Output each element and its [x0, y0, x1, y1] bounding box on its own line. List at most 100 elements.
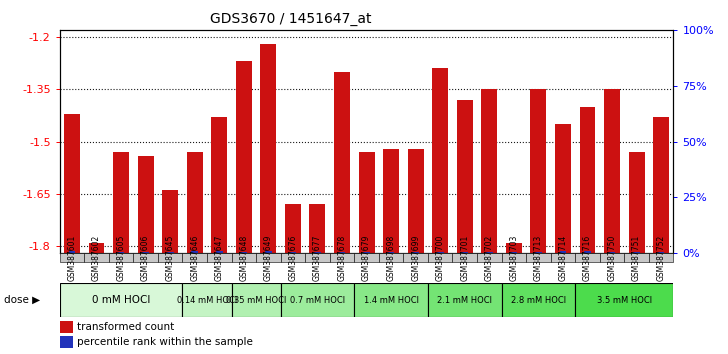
Bar: [216, 251, 223, 253]
Text: GSM387676: GSM387676: [288, 234, 298, 281]
Bar: [575, 283, 673, 317]
Bar: [211, 117, 227, 253]
Bar: [240, 251, 248, 253]
Bar: [330, 253, 355, 262]
Bar: [207, 253, 232, 262]
Bar: [236, 62, 252, 253]
Bar: [481, 89, 497, 253]
Bar: [232, 253, 256, 262]
Bar: [60, 283, 183, 317]
Bar: [314, 252, 321, 253]
Bar: [453, 253, 477, 262]
Text: percentile rank within the sample: percentile rank within the sample: [77, 337, 253, 347]
Bar: [579, 107, 596, 253]
Text: 0.7 mM HOCl: 0.7 mM HOCl: [290, 296, 345, 304]
Text: GSM387601: GSM387601: [68, 234, 76, 281]
Bar: [388, 252, 395, 253]
Text: GSM387703: GSM387703: [510, 234, 518, 281]
Bar: [600, 253, 625, 262]
Bar: [108, 253, 133, 262]
Bar: [183, 283, 232, 317]
Text: GSM387648: GSM387648: [240, 234, 248, 281]
Bar: [60, 336, 73, 348]
Bar: [531, 89, 546, 253]
Text: GSM387698: GSM387698: [387, 234, 395, 281]
Bar: [408, 149, 424, 253]
Text: GSM387677: GSM387677: [313, 234, 322, 281]
Text: GSM387678: GSM387678: [338, 234, 347, 281]
Text: GSM387645: GSM387645: [166, 234, 175, 281]
Bar: [183, 253, 207, 262]
Text: GSM387714: GSM387714: [558, 234, 567, 281]
Bar: [187, 152, 202, 253]
Text: 0.14 mM HOCl: 0.14 mM HOCl: [177, 296, 237, 304]
Bar: [359, 152, 374, 253]
Bar: [68, 251, 75, 253]
Bar: [355, 283, 428, 317]
Text: 2.1 mM HOCl: 2.1 mM HOCl: [438, 296, 492, 304]
Bar: [555, 124, 571, 253]
Bar: [502, 283, 575, 317]
Bar: [649, 253, 673, 262]
Bar: [158, 253, 183, 262]
Bar: [256, 253, 280, 262]
Bar: [575, 253, 600, 262]
Bar: [64, 114, 80, 253]
Text: GSM387750: GSM387750: [608, 234, 617, 281]
Bar: [412, 252, 419, 253]
Bar: [628, 152, 644, 253]
Bar: [604, 89, 620, 253]
Bar: [428, 253, 453, 262]
Bar: [625, 253, 649, 262]
Text: GSM387649: GSM387649: [264, 234, 273, 281]
Bar: [486, 251, 493, 253]
Text: 2.8 mM HOCl: 2.8 mM HOCl: [511, 296, 566, 304]
Bar: [560, 251, 566, 253]
Bar: [309, 204, 325, 253]
Text: GSM387700: GSM387700: [435, 234, 445, 281]
Text: GSM387702: GSM387702: [485, 234, 494, 281]
Bar: [232, 283, 280, 317]
Text: GSM387646: GSM387646: [190, 234, 199, 281]
Text: GSM387713: GSM387713: [534, 234, 543, 281]
Bar: [383, 149, 399, 253]
Bar: [658, 251, 665, 253]
Bar: [84, 253, 108, 262]
Text: GSM387751: GSM387751: [632, 234, 641, 281]
Bar: [191, 251, 198, 253]
Text: GDS3670 / 1451647_at: GDS3670 / 1451647_at: [210, 12, 372, 27]
Bar: [355, 253, 379, 262]
Bar: [162, 190, 178, 253]
Bar: [280, 253, 305, 262]
Text: transformed count: transformed count: [77, 322, 175, 332]
Bar: [506, 242, 522, 253]
Text: GSM387606: GSM387606: [141, 234, 150, 281]
Bar: [60, 321, 73, 333]
Text: 1.4 mM HOCl: 1.4 mM HOCl: [363, 296, 419, 304]
Bar: [138, 155, 154, 253]
Bar: [633, 252, 640, 253]
Bar: [609, 251, 615, 253]
Bar: [265, 251, 272, 253]
Text: GSM387605: GSM387605: [116, 234, 125, 281]
Bar: [550, 253, 575, 262]
Text: GSM387752: GSM387752: [657, 234, 665, 281]
Bar: [285, 204, 301, 253]
Text: 0.35 mM HOCl: 0.35 mM HOCl: [226, 296, 286, 304]
Bar: [535, 251, 542, 253]
Bar: [261, 44, 277, 253]
Bar: [93, 252, 100, 253]
Text: GSM387602: GSM387602: [92, 234, 101, 281]
Bar: [584, 251, 591, 253]
Bar: [428, 283, 502, 317]
Bar: [305, 253, 330, 262]
Bar: [653, 117, 669, 253]
Text: GSM387647: GSM387647: [215, 234, 223, 281]
Text: 0 mM HOCl: 0 mM HOCl: [92, 295, 150, 305]
Bar: [133, 253, 158, 262]
Bar: [142, 251, 149, 253]
Bar: [60, 253, 84, 262]
Text: 3.5 mM HOCl: 3.5 mM HOCl: [597, 296, 652, 304]
Bar: [89, 242, 105, 253]
Text: GSM387679: GSM387679: [362, 234, 371, 281]
